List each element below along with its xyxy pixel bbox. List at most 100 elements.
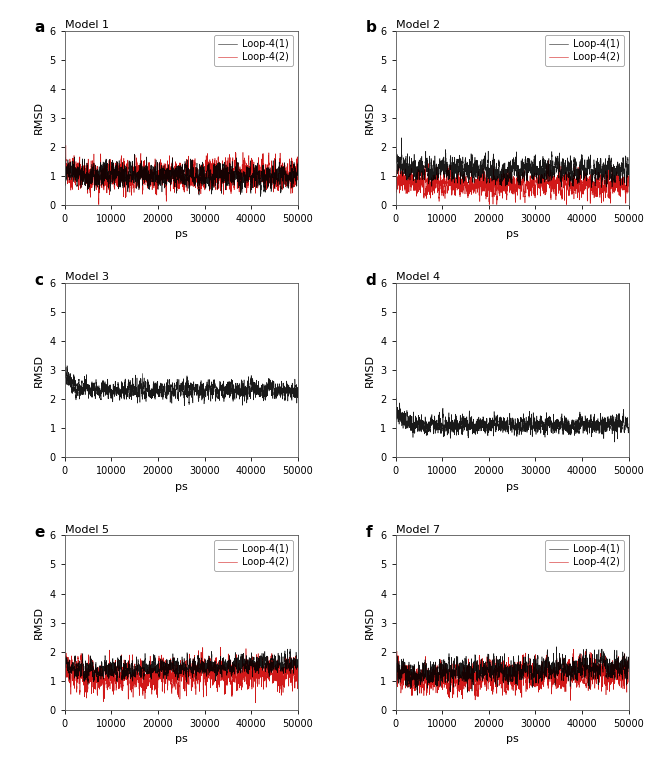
Loop-4(1) (566, 423, 573, 433)
X-axis label: ps: ps (505, 481, 518, 491)
Loop-4(2) (235, 675, 242, 684)
Loop-4(2) (201, 176, 209, 185)
Legend: Loop-4(1), Loop-4(2): Loop-4(1), Loop-4(2) (545, 35, 623, 66)
Loop-4(2) (434, 680, 442, 689)
Text: d: d (365, 272, 376, 288)
Line: Loop-4(1): Loop-4(1) (65, 649, 298, 684)
Loop-4(1) (294, 388, 302, 398)
Text: f: f (365, 525, 372, 540)
Loop-4(2) (201, 662, 209, 671)
Loop-4(1) (391, 654, 399, 663)
Loop-4(1) (103, 388, 111, 397)
Loop-4(1) (61, 365, 69, 374)
Loop-4(1) (398, 134, 406, 143)
Loop-4(2) (62, 140, 70, 150)
Text: Model 1: Model 1 (65, 20, 109, 30)
Line: Loop-4(1): Loop-4(1) (65, 154, 298, 197)
Loop-4(1) (286, 645, 294, 654)
Loop-4(2) (544, 156, 552, 165)
Loop-4(1) (213, 668, 220, 678)
Loop-4(2) (213, 665, 220, 674)
Line: Loop-4(2): Loop-4(2) (65, 647, 298, 703)
Loop-4(1) (434, 169, 442, 178)
Loop-4(1) (481, 427, 489, 436)
Legend: Loop-4(1), Loop-4(2): Loop-4(1), Loop-4(2) (214, 35, 293, 66)
Loop-4(1) (253, 166, 260, 175)
Loop-4(1) (391, 392, 399, 401)
Text: e: e (34, 525, 45, 540)
Loop-4(2) (583, 192, 591, 201)
Loop-4(1) (587, 183, 595, 192)
Loop-4(2) (213, 172, 220, 182)
Loop-4(1) (150, 660, 157, 669)
Loop-4(1) (566, 664, 573, 673)
Loop-4(2) (543, 169, 551, 179)
Loop-4(1) (625, 162, 632, 171)
Line: Loop-4(2): Loop-4(2) (395, 649, 629, 700)
Loop-4(1) (391, 153, 399, 162)
Loop-4(1) (294, 158, 302, 167)
Loop-4(1) (531, 678, 539, 687)
Loop-4(2) (103, 680, 111, 689)
Loop-4(2) (531, 182, 539, 191)
Loop-4(2) (253, 663, 260, 672)
Loop-4(2) (434, 186, 442, 195)
Loop-4(1) (583, 157, 591, 166)
Loop-4(2) (625, 654, 632, 663)
Loop-4(1) (481, 660, 489, 669)
Loop-4(2) (566, 696, 574, 705)
Loop-4(2) (566, 668, 573, 677)
Loop-4(1) (201, 172, 209, 181)
Loop-4(1) (625, 423, 632, 432)
Text: Model 4: Model 4 (395, 272, 440, 282)
Loop-4(1) (566, 172, 573, 181)
X-axis label: ps: ps (505, 229, 518, 240)
Line: Loop-4(1): Loop-4(1) (395, 392, 629, 442)
Loop-4(1) (531, 424, 539, 433)
Loop-4(2) (485, 200, 493, 209)
Y-axis label: RMSD: RMSD (365, 101, 375, 134)
Line: Loop-4(1): Loop-4(1) (395, 138, 629, 188)
Loop-4(1) (103, 159, 111, 168)
Loop-4(1) (131, 150, 139, 159)
Text: b: b (365, 20, 376, 35)
Text: Model 5: Model 5 (65, 525, 109, 535)
Text: c: c (34, 272, 43, 288)
Legend: Loop-4(1), Loop-4(2): Loop-4(1), Loop-4(2) (545, 540, 623, 571)
Loop-4(2) (61, 655, 69, 665)
Line: Loop-4(2): Loop-4(2) (65, 145, 298, 204)
Loop-4(1) (84, 680, 92, 689)
Loop-4(1) (543, 159, 551, 168)
Loop-4(1) (61, 655, 69, 664)
Loop-4(1) (213, 173, 220, 182)
Loop-4(2) (481, 671, 489, 680)
Loop-4(1) (201, 662, 209, 671)
Loop-4(1) (235, 385, 242, 394)
Loop-4(1) (61, 156, 69, 165)
Loop-4(1) (253, 655, 260, 664)
Loop-4(1) (481, 161, 489, 170)
Loop-4(2) (583, 674, 591, 684)
Loop-4(1) (64, 361, 71, 370)
Loop-4(1) (434, 673, 442, 682)
Loop-4(1) (583, 414, 591, 423)
Loop-4(2) (217, 642, 225, 652)
Loop-4(2) (570, 645, 577, 654)
Loop-4(1) (543, 648, 551, 657)
Line: Loop-4(2): Loop-4(2) (395, 160, 629, 204)
Line: Loop-4(1): Loop-4(1) (65, 365, 298, 406)
Loop-4(1) (413, 691, 421, 700)
Loop-4(2) (61, 166, 69, 175)
Y-axis label: RMSD: RMSD (365, 353, 375, 387)
Loop-4(1) (553, 642, 561, 652)
Loop-4(1) (625, 656, 632, 665)
Text: a: a (34, 20, 45, 35)
Loop-4(1) (213, 387, 220, 396)
Y-axis label: RMSD: RMSD (34, 606, 44, 639)
Loop-4(2) (150, 675, 157, 684)
Loop-4(1) (392, 388, 400, 397)
Text: Model 3: Model 3 (65, 272, 109, 282)
Y-axis label: RMSD: RMSD (365, 606, 375, 639)
X-axis label: ps: ps (175, 481, 188, 491)
Loop-4(2) (531, 660, 539, 669)
